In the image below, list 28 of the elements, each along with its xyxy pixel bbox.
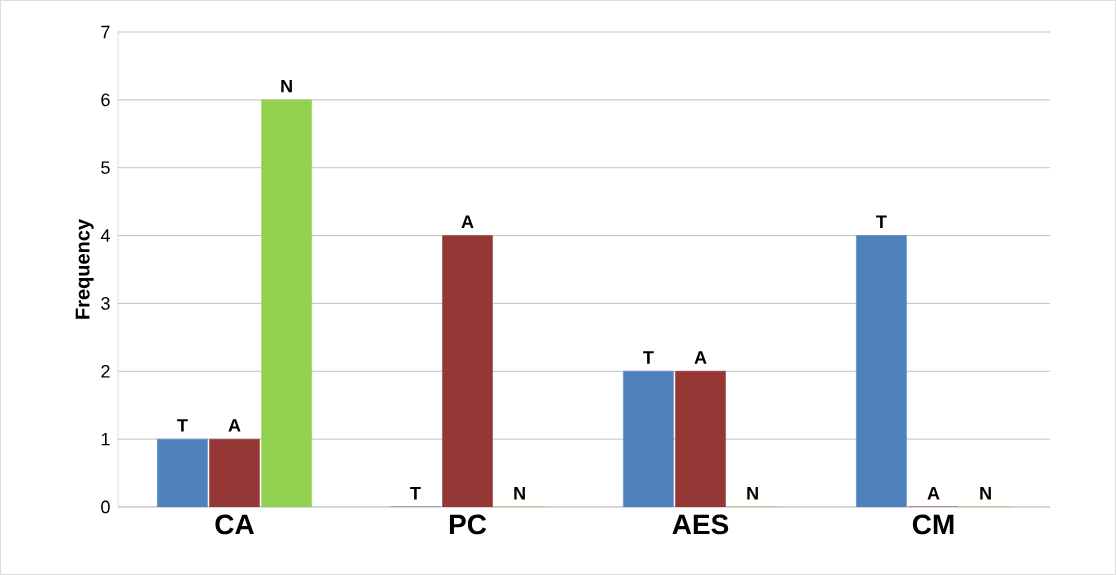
x-tick-label: CA bbox=[215, 514, 254, 535]
y-tick-label: 1 bbox=[101, 432, 110, 446]
text: T bbox=[876, 215, 887, 228]
y-tick-label: 4 bbox=[100, 229, 110, 242]
y-tick-label: 3 bbox=[101, 297, 110, 310]
text: T bbox=[410, 487, 421, 500]
bar bbox=[157, 438, 208, 507]
text: N bbox=[747, 487, 758, 500]
y-tick-label: 2 bbox=[101, 364, 110, 378]
text: A bbox=[461, 215, 474, 228]
bar bbox=[856, 235, 907, 507]
text: A bbox=[694, 351, 707, 364]
y-tick-label: 5 bbox=[101, 161, 110, 174]
bar bbox=[623, 371, 674, 507]
text: N bbox=[980, 487, 991, 500]
series-label: T bbox=[177, 419, 188, 432]
y-tick-label: 0 bbox=[101, 500, 110, 514]
text: N bbox=[514, 487, 525, 500]
series-label: N bbox=[281, 79, 292, 93]
y-axis-title: Frequency bbox=[75, 219, 94, 319]
x-tick-label: PC bbox=[449, 514, 487, 535]
x-tick-label: AES bbox=[672, 514, 729, 535]
y-tick-label: 7 bbox=[101, 25, 110, 39]
series-label: A bbox=[228, 419, 241, 432]
x-tick-label: CM bbox=[912, 514, 954, 535]
text: A bbox=[927, 487, 940, 500]
y-tick-label: 6 bbox=[101, 93, 110, 107]
text: T bbox=[643, 351, 654, 364]
